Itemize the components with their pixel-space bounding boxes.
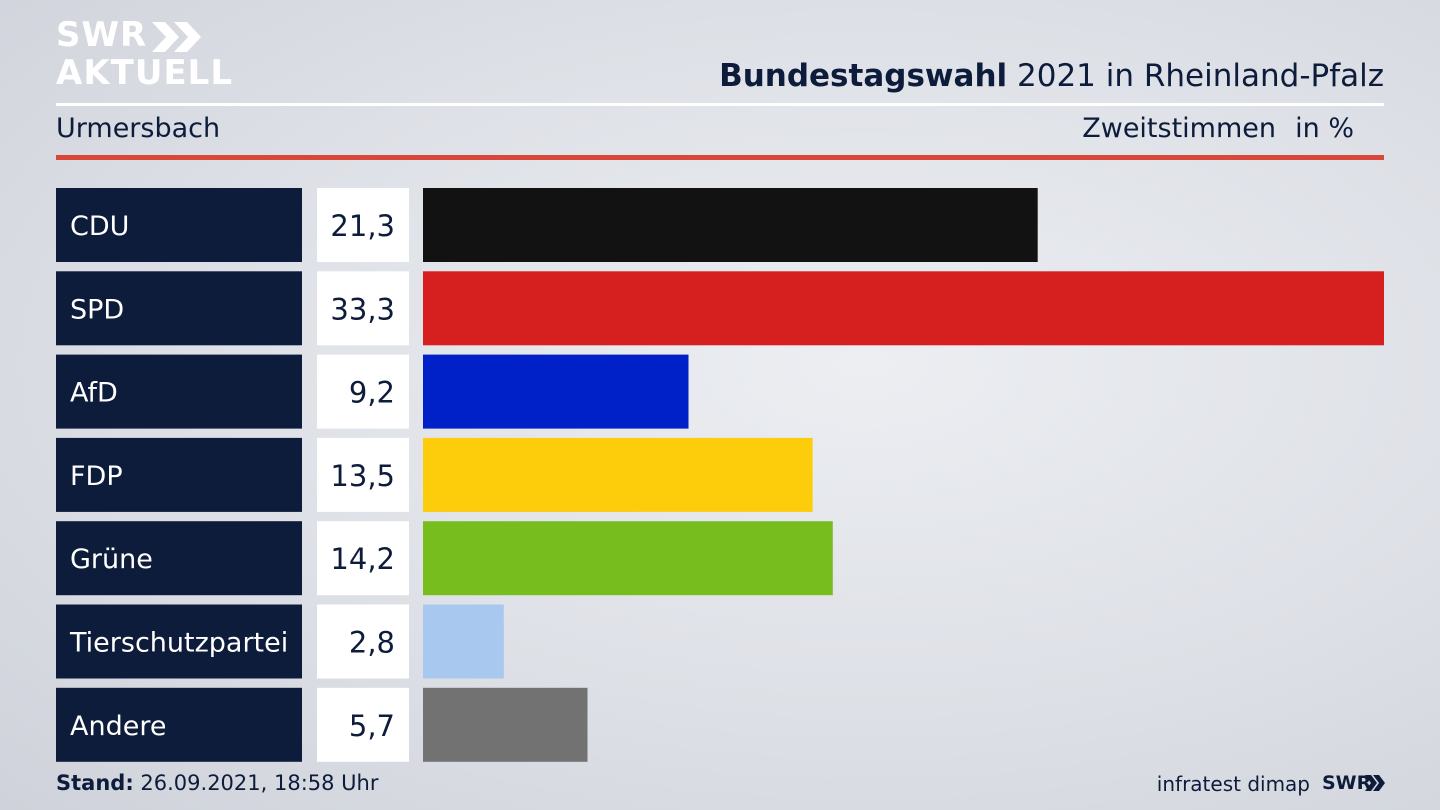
data-label: 13,5 xyxy=(330,459,395,493)
category-label: Tierschutzpartei xyxy=(69,628,288,659)
category-label: AfD xyxy=(70,378,118,409)
data-label: 21,3 xyxy=(330,209,395,243)
value-box-gr-ne xyxy=(317,521,409,596)
category-label: Andere xyxy=(70,711,166,742)
bar-fdp xyxy=(423,437,813,512)
party-label-box-afd xyxy=(56,354,302,429)
data-label: 33,3 xyxy=(330,292,395,326)
chart-title: Bundestagswahl 2021 in Rheinland-Pfalz xyxy=(719,58,1384,94)
unit-label: in % xyxy=(1295,113,1354,144)
category-label: Grüne xyxy=(70,544,153,575)
metric-label: Zweitstimmen xyxy=(1082,113,1276,144)
bar-cdu xyxy=(423,188,1038,262)
value-box-cdu xyxy=(317,188,409,262)
value-box-andere xyxy=(317,687,409,762)
title-bold: Bundestagswahl xyxy=(719,58,1008,94)
bar-gr-ne xyxy=(423,521,833,596)
logo-text-swr: SWR xyxy=(56,15,148,55)
timestamp-label: Stand: xyxy=(56,771,134,795)
value-box-tierschutzpartei xyxy=(317,604,409,679)
timestamp-value: 26.09.2021, 18:58 Uhr xyxy=(133,771,379,795)
party-label-box-spd xyxy=(56,271,302,346)
bar-spd xyxy=(423,271,1384,346)
party-label-box-andere xyxy=(56,687,302,762)
data-label: 2,8 xyxy=(349,626,395,660)
bar-tierschutzpartei xyxy=(423,604,504,679)
accent-divider xyxy=(56,155,1384,160)
footer-brand-text: SWR xyxy=(1322,772,1372,794)
source-credit: infratest dimap xyxy=(1156,772,1310,796)
timestamp: Stand: 26.09.2021, 18:58 Uhr xyxy=(56,771,379,795)
chevron-double-icon xyxy=(152,22,201,52)
chevron-double-icon xyxy=(1365,775,1385,791)
data-label: 9,2 xyxy=(349,376,395,410)
value-box-spd xyxy=(317,271,409,346)
party-label-box-gr-ne xyxy=(56,521,302,596)
value-box-fdp xyxy=(317,437,409,512)
logo-text-aktuell: AKTUELL xyxy=(56,53,234,93)
category-label: FDP xyxy=(70,461,123,492)
swr-aktuell-logo: SWR AKTUELL xyxy=(56,15,232,92)
header-divider xyxy=(56,103,1384,106)
party-label-box-cdu xyxy=(56,188,302,262)
region-label: Urmersbach xyxy=(56,113,221,144)
category-label: CDU xyxy=(70,211,129,242)
party-label-box-tierschutzpartei xyxy=(56,604,302,679)
party-label-box-fdp xyxy=(56,437,302,512)
value-box-afd xyxy=(317,354,409,429)
title-rest: 2021 in Rheinland-Pfalz xyxy=(1007,58,1384,94)
category-label: SPD xyxy=(70,294,124,325)
swr-footer-logo: SWR xyxy=(1322,771,1385,795)
data-label: 5,7 xyxy=(349,709,395,743)
data-label: 14,2 xyxy=(330,542,395,576)
bar-afd xyxy=(423,354,689,429)
bar-andere xyxy=(423,687,588,762)
